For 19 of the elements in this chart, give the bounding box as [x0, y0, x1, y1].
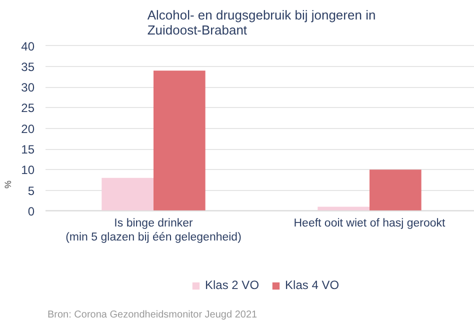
- y-tick-label: 15: [21, 142, 35, 156]
- bar: [370, 170, 422, 211]
- y-tick-label: 10: [21, 163, 35, 178]
- y-axis-title: %: [3, 180, 14, 188]
- y-tick-label: 40: [21, 39, 35, 54]
- bar: [154, 70, 206, 211]
- x-tick-label: Heeft ooit wiet of hasj gerookt: [294, 218, 446, 230]
- legend-label: Klas 4 VO: [285, 278, 340, 292]
- y-tick-label: 25: [21, 101, 35, 116]
- y-tick-label: 5: [28, 184, 35, 198]
- y-tick-label: 30: [21, 80, 35, 95]
- legend-label: Klas 2 VO: [205, 278, 260, 292]
- x-tick-label: Is binge drinker (min 5 glazen bij één gelegenheid): [66, 218, 242, 244]
- text: Bron: Corona Gezondheidsmonitor Jeugd 2021: [48, 310, 258, 320]
- bar: [102, 178, 154, 211]
- y-tick-label: 20: [21, 122, 35, 136]
- chart-title: Alcohol- en drugsgebruik bij jongeren in Zuidoost-Brabant: [147, 8, 376, 38]
- y-tick-label: 0: [28, 204, 35, 218]
- y-tick-label: 35: [21, 60, 35, 74]
